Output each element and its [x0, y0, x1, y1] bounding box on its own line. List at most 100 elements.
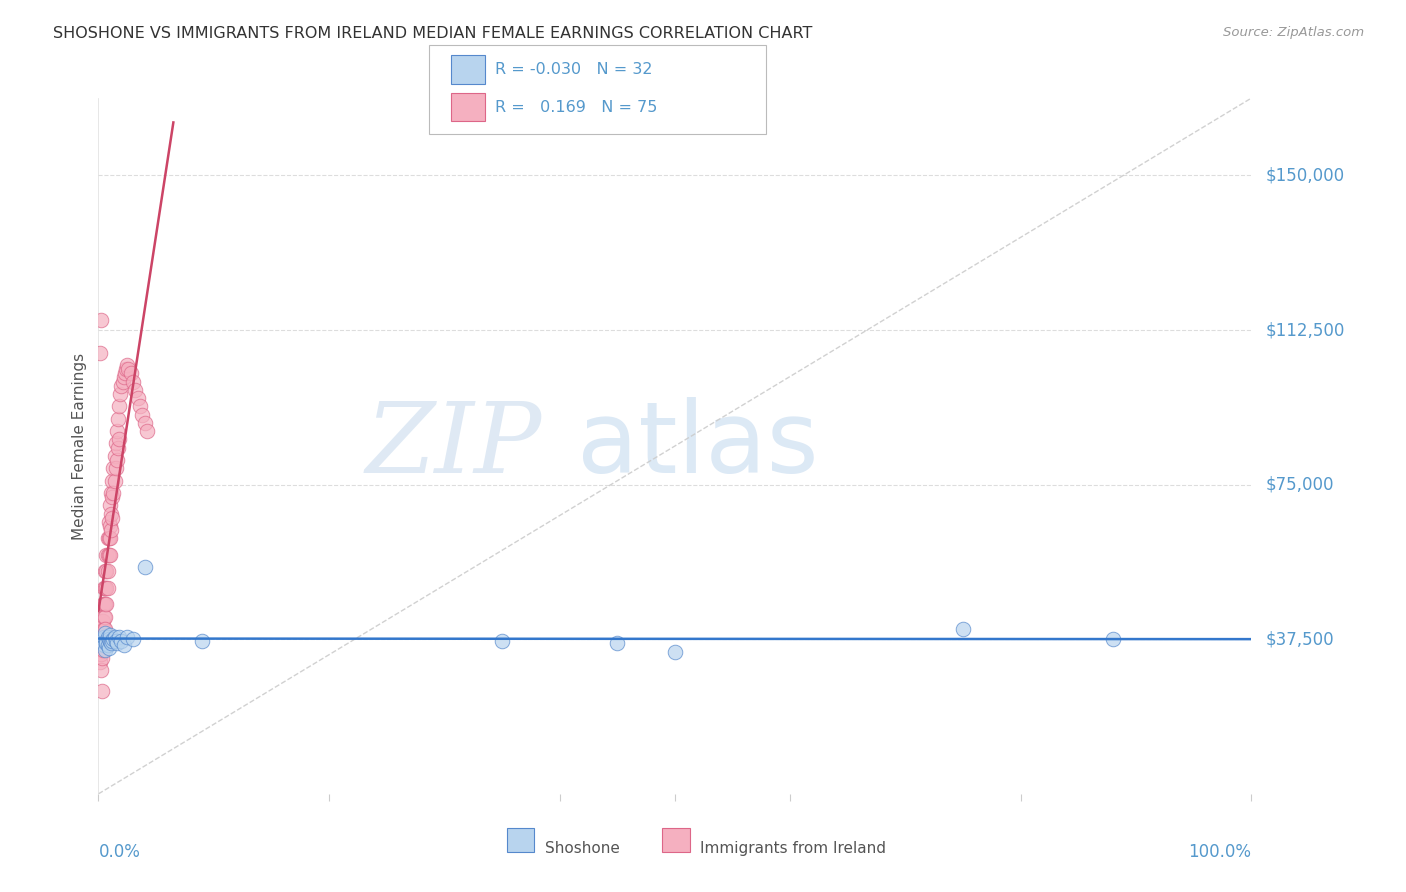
Point — [91, 597, 114, 611]
Text: ZIP: ZIP — [366, 399, 543, 493]
Point — [105, 453, 128, 467]
Point — [98, 634, 121, 648]
Point — [124, 383, 146, 397]
Point — [91, 642, 114, 657]
Point — [93, 630, 115, 644]
Point — [97, 630, 120, 644]
Point — [90, 639, 112, 653]
Text: $75,000: $75,000 — [1265, 475, 1334, 493]
Point — [104, 436, 127, 450]
Point — [100, 523, 122, 537]
Point — [111, 375, 134, 389]
Point — [93, 639, 115, 653]
FancyBboxPatch shape — [662, 828, 690, 852]
Point — [101, 510, 124, 524]
Point — [97, 639, 120, 653]
Point — [952, 622, 974, 636]
Text: R = -0.030   N = 32: R = -0.030 N = 32 — [495, 62, 652, 77]
Point — [96, 564, 118, 578]
Point — [89, 345, 111, 359]
Point — [1102, 632, 1125, 647]
Point — [91, 632, 114, 647]
Point — [103, 630, 125, 644]
Point — [90, 647, 112, 661]
Point — [96, 634, 118, 648]
Point — [93, 597, 115, 611]
Point — [101, 490, 124, 504]
Point — [90, 630, 112, 644]
Point — [108, 630, 131, 644]
Point — [96, 548, 118, 562]
Point — [91, 630, 114, 644]
Point — [98, 519, 121, 533]
Point — [100, 507, 122, 521]
Point — [131, 408, 153, 422]
Point — [134, 560, 156, 574]
Point — [90, 650, 112, 665]
Point — [98, 628, 121, 642]
Point — [90, 634, 112, 648]
Point — [93, 581, 115, 595]
Point — [103, 632, 125, 647]
Point — [103, 449, 125, 463]
Text: $112,500: $112,500 — [1265, 321, 1344, 339]
Point — [94, 597, 117, 611]
Point — [110, 634, 132, 648]
Point — [91, 614, 114, 628]
Point — [94, 609, 117, 624]
Point — [90, 663, 112, 677]
Point — [97, 515, 120, 529]
Point — [117, 630, 139, 644]
Point — [98, 498, 121, 512]
Point — [114, 367, 136, 381]
Point — [120, 367, 142, 381]
Point — [90, 614, 112, 628]
Text: Immigrants from Ireland: Immigrants from Ireland — [700, 841, 886, 856]
Point — [135, 424, 157, 438]
Point — [97, 548, 120, 562]
Point — [103, 486, 125, 500]
Point — [97, 564, 120, 578]
Point — [112, 639, 135, 653]
Point — [122, 375, 145, 389]
Point — [134, 416, 156, 430]
Point — [90, 630, 112, 644]
Y-axis label: Median Female Earnings: Median Female Earnings — [72, 352, 87, 540]
Text: $37,500: $37,500 — [1265, 631, 1334, 648]
Point — [103, 461, 125, 475]
Point — [191, 634, 214, 648]
Point — [104, 634, 127, 648]
Point — [129, 400, 152, 414]
Point — [98, 531, 121, 545]
Point — [93, 609, 115, 624]
FancyBboxPatch shape — [506, 828, 534, 852]
Point — [112, 370, 135, 384]
Text: Source: ZipAtlas.com: Source: ZipAtlas.com — [1223, 26, 1364, 39]
Point — [97, 548, 120, 562]
Point — [97, 531, 120, 545]
Text: atlas: atlas — [576, 398, 818, 494]
Text: 0.0%: 0.0% — [98, 843, 141, 861]
Point — [606, 636, 628, 650]
Point — [98, 548, 121, 562]
Point — [97, 640, 120, 655]
Point — [115, 362, 138, 376]
Point — [101, 474, 124, 488]
Point — [108, 432, 131, 446]
Text: 100.0%: 100.0% — [1188, 843, 1251, 861]
Point — [89, 655, 111, 669]
Point — [104, 461, 127, 475]
Point — [97, 531, 120, 545]
Point — [107, 411, 129, 425]
Text: $150,000: $150,000 — [1265, 167, 1344, 185]
Point — [117, 362, 139, 376]
Point — [105, 424, 128, 438]
Point — [110, 378, 132, 392]
Point — [96, 636, 118, 650]
Point — [89, 642, 111, 657]
Point — [122, 632, 145, 647]
Point — [127, 391, 149, 405]
Point — [94, 581, 117, 595]
Text: SHOSHONE VS IMMIGRANTS FROM IRELAND MEDIAN FEMALE EARNINGS CORRELATION CHART: SHOSHONE VS IMMIGRANTS FROM IRELAND MEDI… — [53, 26, 813, 41]
Point — [117, 358, 139, 372]
